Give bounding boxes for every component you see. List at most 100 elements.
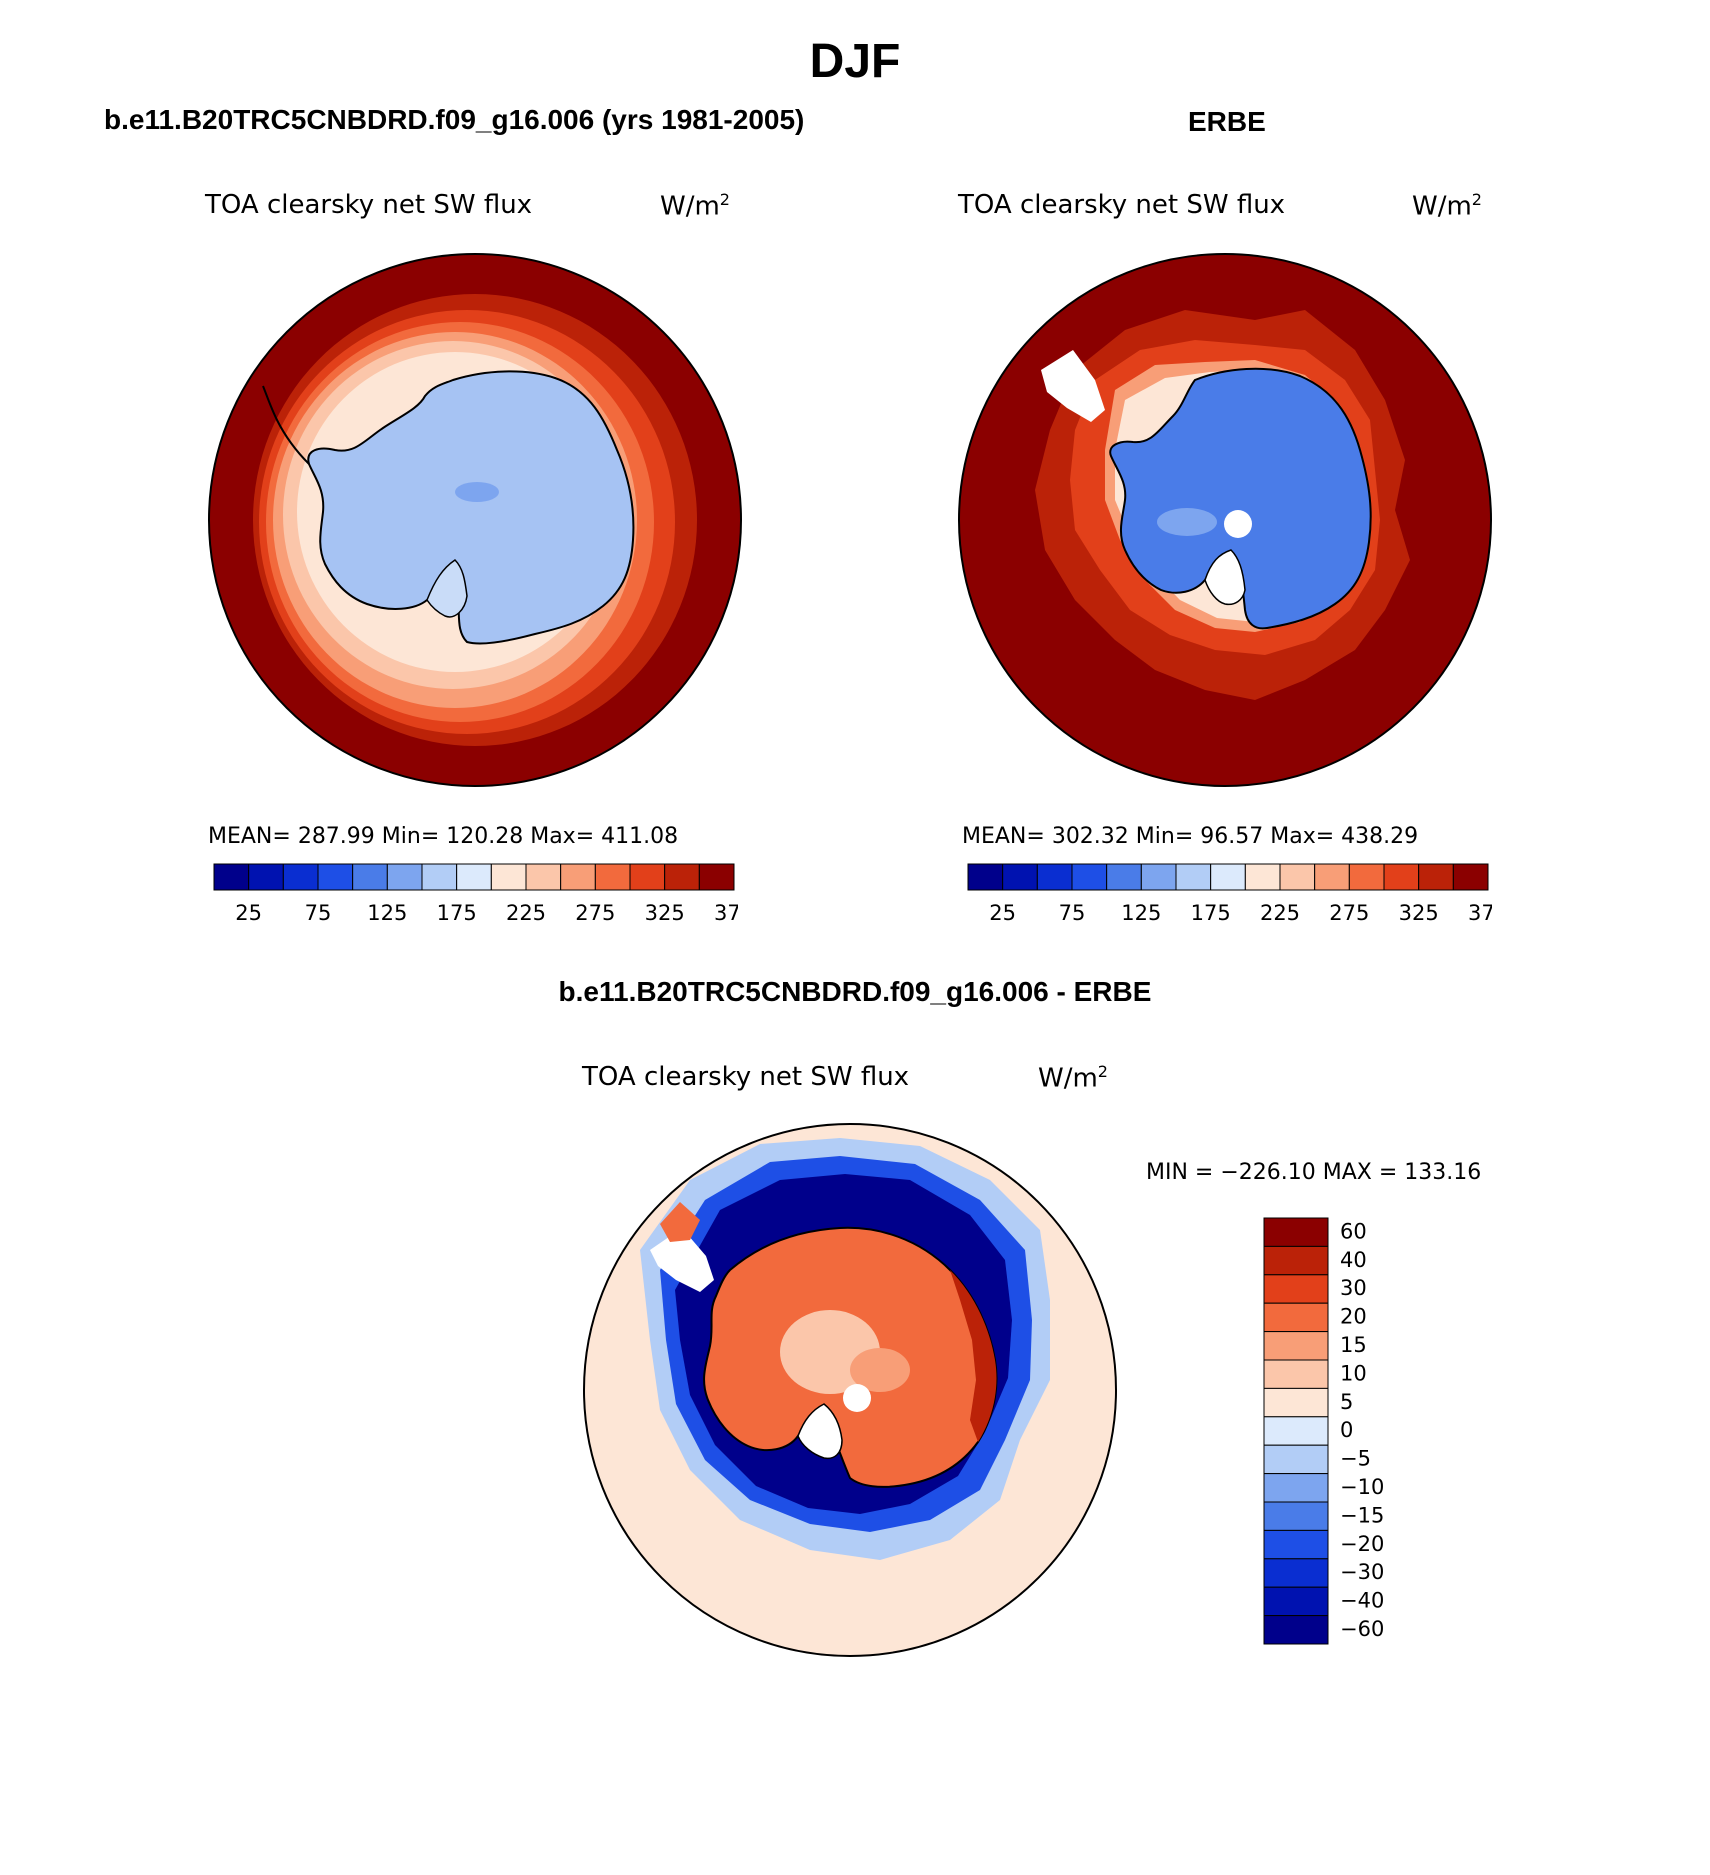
diff-colorbar-tick-label: −10 <box>1340 1475 1384 1499</box>
model-colorbar-tick-label: 375 <box>714 901 738 925</box>
model-panel-title: b.e11.B20TRC5CNBDRD.f09_g16.006 (yrs 198… <box>104 104 805 135</box>
obs-colorbar-tick-label: 75 <box>1059 901 1086 925</box>
obs-colorbar-cell <box>1175 863 1212 891</box>
diff-colorbar-cell <box>1263 1615 1329 1645</box>
diff-colorbar-cell <box>1263 1416 1329 1446</box>
diff-colorbar-tick-label: 20 <box>1340 1305 1367 1329</box>
obs-colorbar-cell <box>1348 863 1385 891</box>
model-peninsula <box>262 385 310 465</box>
diff-colorbar-tick-label: 10 <box>1340 1361 1367 1385</box>
obs-map <box>958 253 1492 787</box>
model-colorbar: 25 75 125 175 225 275 325 375 <box>213 863 738 925</box>
model-colorbar-cell <box>525 863 562 891</box>
diff-peninsula-gap <box>650 1228 714 1292</box>
model-colorbar-cell <box>386 863 423 891</box>
model-colorbar-cell <box>664 863 700 891</box>
diff-colorbar-tick-label: 60 <box>1340 1219 1367 1243</box>
model-map <box>208 253 742 787</box>
diff-plateau-mid <box>850 1348 910 1392</box>
obs-colorbar-cell <box>1383 863 1420 891</box>
diff-colorbar-tick-label: −30 <box>1340 1560 1384 1584</box>
obs-colorbar-tick-label: 25 <box>989 901 1016 925</box>
model-variable-label: TOA clearsky net SW flux <box>205 190 533 220</box>
obs-colorbar-tick-label: 275 <box>1329 901 1369 925</box>
diff-colorbar-tick-label: −5 <box>1340 1447 1371 1471</box>
obs-pole-hole <box>1224 510 1252 538</box>
obs-ross-ice <box>1204 549 1246 606</box>
obs-colorbar-cell <box>967 863 1004 891</box>
model-colorbar-cell <box>490 863 527 891</box>
model-colorbar-cell <box>213 863 250 891</box>
model-colorbar-tick-label: 175 <box>437 901 477 925</box>
model-colorbar-cell <box>560 863 596 891</box>
model-plateau-shade <box>455 482 499 502</box>
obs-colorbar-cell <box>1140 863 1177 891</box>
obs-stats: MEAN= 302.32 Min= 96.57 Max= 438.29 <box>962 824 1419 849</box>
diff-colorbar-cell <box>1263 1245 1329 1276</box>
diff-colorbar-cell <box>1263 1558 1329 1588</box>
diff-colorbar: 60 40 30 20 15 10 5 0 −5 −10 −15 −20 −30 −40 −60 <box>1263 1217 1384 1645</box>
diff-colorbar-tick-label: −40 <box>1340 1589 1384 1613</box>
diff-colorbar-cell <box>1263 1302 1329 1333</box>
obs-colorbar-cell <box>1244 863 1281 891</box>
obs-colorbar-tick-label: 225 <box>1260 901 1300 925</box>
diff-map <box>583 1123 1117 1657</box>
diff-colorbar-tick-label: −20 <box>1340 1532 1384 1556</box>
obs-colorbar-cell <box>1418 863 1454 891</box>
obs-colorbar-cell <box>1071 863 1108 891</box>
obs-colorbar-tick-label: 125 <box>1121 901 1161 925</box>
model-colorbar-cell <box>248 863 284 891</box>
diff-colorbar-tick-label: 40 <box>1340 1248 1367 1272</box>
diff-colorbar-cell <box>1263 1473 1329 1503</box>
model-colorbar-tick-label: 75 <box>305 901 332 925</box>
diff-colorbar-cell <box>1263 1501 1329 1531</box>
obs-colorbar-tick-label: 375 <box>1468 901 1492 925</box>
model-colorbar-tick-label: 25 <box>235 901 262 925</box>
figure-title: DJF <box>809 35 901 88</box>
diff-colorbar-tick-label: 0 <box>1340 1418 1353 1442</box>
model-colorbar-cell <box>629 863 666 891</box>
diff-map-border <box>583 1123 1117 1657</box>
obs-variable-label: TOA clearsky net SW flux <box>958 190 1286 220</box>
obs-peninsula-gap <box>1041 350 1105 422</box>
diff-colorbar-cell <box>1263 1274 1329 1304</box>
obs-plateau-shade <box>1157 508 1217 536</box>
obs-colorbar-cell <box>1279 863 1316 891</box>
obs-map-border <box>958 253 1492 787</box>
obs-colorbar-cell <box>1452 863 1489 891</box>
model-colorbar-tick-label: 125 <box>367 901 407 925</box>
diff-units-label: W/m2 <box>1038 1062 1108 1094</box>
model-units-label: W/m2 <box>660 190 730 222</box>
obs-colorbar-cell <box>1314 863 1350 891</box>
model-colorbar-cell <box>698 863 735 891</box>
model-colorbar-cell <box>421 863 458 891</box>
model-colorbar-cell <box>594 863 631 891</box>
diff-panel-title: b.e11.B20TRC5CNBDRD.f09_g16.006 - ERBE <box>558 976 1152 1007</box>
obs-colorbar-cell <box>1210 863 1246 891</box>
diff-colorbar-tick-label: 5 <box>1340 1390 1353 1414</box>
model-colorbar-cell <box>317 863 354 891</box>
obs-units-label: W/m2 <box>1412 190 1482 222</box>
obs-colorbar-cell <box>1106 863 1142 891</box>
obs-panel-title: ERBE <box>1188 106 1266 137</box>
diff-peninsula-warm <box>660 1202 700 1242</box>
diff-colorbar-cell <box>1263 1217 1329 1247</box>
model-colorbar-cell <box>352 863 388 891</box>
diff-colorbar-tick-label: 15 <box>1340 1333 1367 1357</box>
obs-colorbar: 25 75 125 175 225 275 325 375 <box>967 863 1492 925</box>
diff-colorbar-cell <box>1263 1331 1329 1361</box>
diff-colorbar-tick-label: 30 <box>1340 1276 1367 1300</box>
model-colorbar-tick-label: 325 <box>645 901 685 925</box>
obs-colorbar-cell <box>1002 863 1038 891</box>
diff-colorbar-tick-label: −60 <box>1340 1617 1384 1641</box>
obs-colorbar-tick-label: 175 <box>1191 901 1231 925</box>
model-colorbar-tick-label: 275 <box>575 901 615 925</box>
diff-colorbar-cell <box>1263 1444 1329 1475</box>
model-ross-ice <box>426 559 468 618</box>
model-colorbar-cell <box>282 863 319 891</box>
model-stats: MEAN= 287.99 Min= 120.28 Max= 411.08 <box>208 824 679 849</box>
diff-ross-ice <box>797 1403 843 1460</box>
diff-colorbar-cell <box>1263 1529 1329 1560</box>
diff-colorbar-cell <box>1263 1586 1329 1617</box>
diff-variable-label: TOA clearsky net SW flux <box>582 1062 910 1092</box>
